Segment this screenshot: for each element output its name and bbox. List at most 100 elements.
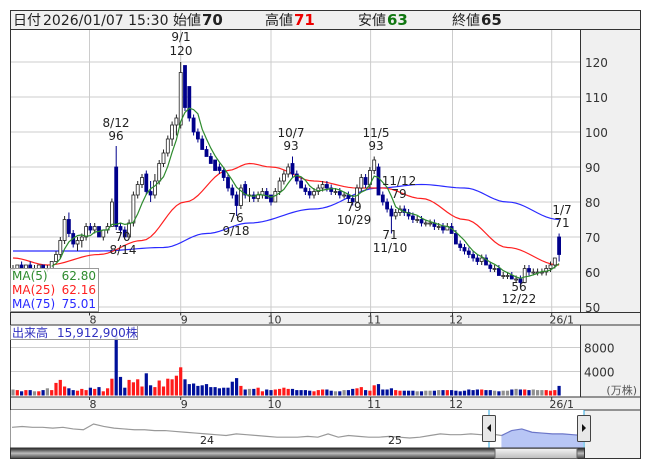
candle-body bbox=[346, 194, 351, 199]
volume-bar bbox=[437, 390, 441, 396]
candle-body bbox=[415, 219, 420, 221]
volume-bar bbox=[161, 386, 166, 396]
navigator-year-24: 24 bbox=[200, 434, 214, 447]
candle-body bbox=[428, 222, 433, 225]
price-tick-label: 110 bbox=[585, 91, 608, 105]
ma5-label: MA(5) bbox=[12, 269, 48, 283]
annotation-value: 79 bbox=[391, 187, 406, 201]
volume-value: 15,912,900株 bbox=[57, 325, 138, 340]
volume-label: 出来高 bbox=[12, 325, 48, 340]
candle-body bbox=[376, 166, 381, 196]
candle-body bbox=[518, 278, 523, 283]
date-label: 日付 bbox=[13, 13, 41, 29]
volume-bar bbox=[523, 389, 527, 396]
navigator-scrollbar-thumb[interactable] bbox=[494, 448, 578, 459]
ma25-value: 62.16 bbox=[62, 283, 96, 297]
volume-bar bbox=[58, 379, 62, 396]
candle-body bbox=[174, 117, 179, 126]
candle-body bbox=[286, 166, 291, 175]
volume-bar bbox=[394, 390, 398, 396]
candle bbox=[135, 181, 140, 199]
volume-bar bbox=[510, 389, 514, 396]
volume-bar bbox=[239, 385, 243, 396]
navigator-left-handle[interactable] bbox=[482, 415, 496, 442]
candle bbox=[49, 261, 54, 269]
candle bbox=[415, 216, 420, 223]
price-tick-label: 90 bbox=[585, 161, 600, 175]
volume-bar bbox=[548, 390, 553, 396]
candle bbox=[62, 216, 67, 244]
candle-body bbox=[372, 159, 377, 171]
volume-bar bbox=[63, 386, 67, 396]
volume-bar bbox=[110, 378, 114, 396]
volume-bar bbox=[531, 389, 535, 396]
candle bbox=[213, 159, 218, 171]
volume-bar bbox=[97, 387, 101, 396]
candle-body bbox=[453, 233, 458, 245]
candle-body bbox=[471, 254, 476, 259]
volume-bar bbox=[187, 384, 191, 396]
candle-body bbox=[79, 236, 84, 241]
volume-bar bbox=[75, 390, 80, 396]
volume-bar bbox=[342, 390, 346, 396]
candle bbox=[67, 212, 71, 237]
candle bbox=[170, 121, 175, 146]
candle bbox=[380, 191, 385, 206]
datetime-value: 2026/01/07 15:30 bbox=[43, 13, 169, 29]
candle bbox=[329, 184, 334, 195]
candle-body bbox=[389, 208, 394, 217]
candle-body bbox=[273, 191, 278, 203]
volume-bar bbox=[50, 390, 54, 396]
annotation-date: 1/7 bbox=[552, 203, 571, 217]
volume-bar bbox=[278, 388, 282, 396]
volume-unit: (万株) bbox=[606, 383, 637, 397]
navigator-right-handle[interactable] bbox=[577, 415, 591, 442]
candle-body bbox=[84, 226, 88, 238]
volume-bars bbox=[11, 335, 561, 396]
volume-bar bbox=[351, 388, 355, 396]
annotation-value: 93 bbox=[283, 139, 298, 153]
annotation-date: 12/22 bbox=[502, 292, 537, 306]
candle-body bbox=[406, 212, 411, 217]
volume-bar bbox=[265, 389, 269, 396]
price-tick-label: 60 bbox=[585, 266, 600, 280]
candle-body bbox=[204, 149, 209, 157]
volume-bar bbox=[200, 385, 204, 396]
volume-bar bbox=[15, 390, 19, 396]
volume-bar bbox=[37, 391, 41, 396]
volume-bar bbox=[256, 387, 260, 396]
candle-body bbox=[290, 163, 295, 175]
price-annotation: 708/14 bbox=[110, 230, 137, 257]
annotation-date: 9/18 bbox=[223, 224, 250, 238]
annotation-date: 8/14 bbox=[110, 243, 137, 257]
close-label: 終値 bbox=[452, 13, 480, 29]
candle-body bbox=[28, 264, 33, 269]
candle-body bbox=[410, 215, 415, 220]
candle-body bbox=[359, 177, 364, 189]
date-tick-label: 9 bbox=[181, 314, 188, 327]
candle-body bbox=[226, 177, 230, 189]
candle bbox=[204, 146, 209, 157]
navigator-scrollbar-track[interactable] bbox=[10, 447, 585, 459]
candle-body bbox=[522, 268, 527, 283]
arrow-right-icon bbox=[582, 424, 586, 432]
volume-bar bbox=[209, 387, 213, 396]
date-tick-label: 10 bbox=[268, 314, 282, 327]
candle-body bbox=[200, 138, 205, 150]
candle bbox=[75, 237, 80, 251]
price-annotation: 10/793 bbox=[278, 126, 305, 153]
volume-bar bbox=[101, 391, 105, 396]
volume-bar bbox=[308, 390, 312, 396]
candle-body bbox=[183, 65, 187, 108]
volume-bar bbox=[84, 390, 88, 396]
annotation-value: 70 bbox=[115, 230, 130, 244]
volume-tick-label: 4000 bbox=[584, 366, 615, 380]
volume-bar bbox=[544, 390, 548, 396]
candle-body bbox=[221, 170, 226, 178]
candle-body bbox=[466, 250, 471, 255]
annotation-date: 11/5 bbox=[363, 126, 390, 140]
volume-bar bbox=[346, 390, 350, 396]
range-navigator[interactable]: 24 25 bbox=[10, 409, 641, 459]
price-annotation: 1/771 bbox=[552, 203, 571, 230]
